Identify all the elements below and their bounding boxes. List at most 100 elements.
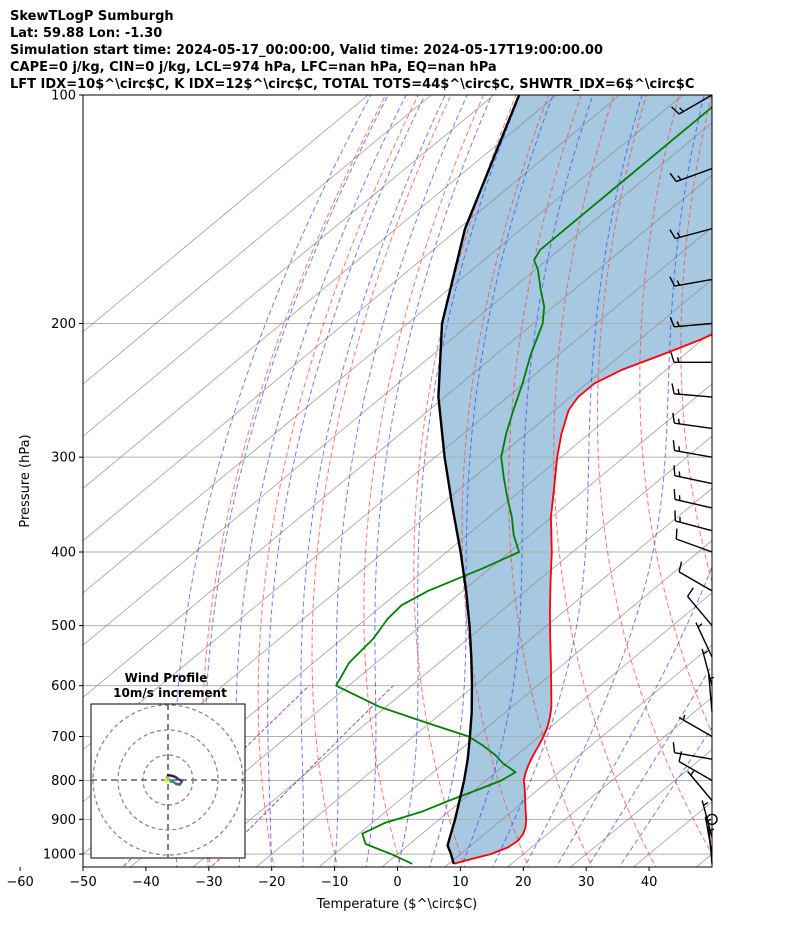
barb-staff: [674, 498, 713, 509]
wind-barb: [671, 383, 713, 398]
y-tick-label: 400: [51, 546, 76, 561]
moist-adiabat-line: [333, 95, 468, 867]
y-tick-label: 100: [51, 89, 76, 104]
barb-half-flag: [677, 418, 681, 424]
x-axis: −60 −50 −40 −30 −20 −10 0 10 20 30 40: [6, 867, 657, 890]
title-line-station: SkewTLogP Sumburgh: [10, 9, 174, 24]
dry-adiabat-line: [201, 95, 387, 867]
wind-barb: [695, 622, 713, 658]
wind-barb: [669, 167, 713, 183]
x-tick-label: 20: [515, 875, 532, 890]
wind-barb: [672, 412, 713, 430]
title-line-indices-1: CAPE=0 j/kg, CIN=0 j/kg, LCL=974 hPa, LF…: [10, 60, 497, 75]
barb-staff: [674, 474, 713, 485]
barb-half-flag: [677, 175, 682, 181]
y-tick-label: 700: [51, 730, 76, 745]
barb-staff: [678, 571, 713, 592]
barb-staff: [707, 674, 713, 713]
y-tick-label: 1000: [43, 848, 76, 863]
dry-adiabat-line: [553, 95, 657, 867]
isotherm-line: [83, 95, 558, 489]
moist-adiabat-line: [397, 95, 521, 867]
x-tick-label: −10: [321, 875, 348, 890]
barb-flag: [686, 587, 694, 597]
barb-flag: [669, 229, 676, 239]
barb-half-flag: [703, 801, 709, 806]
barb-staff: [678, 760, 713, 782]
y-tick-label: 300: [51, 451, 76, 466]
negative-area-shading: [438, 95, 712, 864]
dry-adiabat-line: [363, 95, 484, 867]
inset-title: Wind Profile: [125, 671, 208, 685]
x-tick-label: −40: [132, 875, 159, 890]
moist-adiabat-line: [267, 95, 426, 867]
moist-adiabat-line: [492, 95, 643, 867]
barb-half-flag: [705, 818, 712, 823]
wind-barb: [669, 227, 713, 240]
x-tick-label: −50: [69, 875, 96, 890]
wind-barb: [671, 94, 713, 115]
barb-staff: [707, 825, 713, 864]
x-tick-label: 0: [393, 875, 401, 890]
barb-flag: [672, 412, 676, 424]
isotherm-line: [318, 540, 712, 867]
barb-staff: [674, 449, 713, 458]
barb-half-flag: [676, 357, 680, 363]
barb-half-flag: [682, 714, 686, 721]
barb-staff: [678, 716, 713, 738]
moist-adiabat-line: [235, 95, 407, 867]
wind-barb: [669, 276, 713, 287]
barb-flag: [669, 316, 675, 328]
moist-adiabat-line: [618, 726, 712, 867]
barb-flag: [675, 528, 678, 540]
x-tick-label: −60: [6, 875, 33, 890]
y-axis: 100 200 300 400 500 600 700 800 900 1000: [43, 89, 83, 863]
isotherm-line: [83, 174, 712, 698]
barb-half-flag: [703, 650, 709, 655]
y-tick-label: 800: [51, 774, 76, 789]
moist-adiabat-line: [460, 95, 594, 867]
barb-half-flag: [676, 280, 681, 286]
barb-staff: [701, 648, 713, 686]
barb-staff: [687, 596, 713, 627]
isotherm-line: [83, 122, 712, 646]
barb-staff: [674, 278, 713, 287]
isotherm-line: [83, 95, 621, 542]
barb-staff: [674, 393, 713, 398]
x-tick-label: −30: [195, 875, 222, 890]
title-line-indices-2: LFT IDX=10$^\circ$C, K IDX=12$^\circ$C, …: [10, 77, 695, 92]
dry-adiabat-line: [413, 95, 517, 867]
wind-barb: [701, 648, 713, 686]
dry-adiabat-line: [596, 95, 712, 856]
barb-staff: [676, 167, 713, 183]
wind-barb: [670, 352, 712, 364]
moist-adiabat-line: [555, 565, 712, 867]
moist-adiabat-line: [300, 95, 446, 867]
barb-flag: [671, 383, 675, 394]
wind-barb: [678, 714, 713, 738]
barb-flag: [672, 440, 676, 451]
hodograph-segment: [164, 777, 168, 783]
x-tick-label: −20: [258, 875, 285, 890]
barb-flag: [670, 352, 675, 363]
isotherm-line: [129, 383, 712, 867]
barb-half-flag: [690, 770, 695, 776]
wind-barb: [669, 316, 713, 328]
temperature-line: [453, 333, 712, 865]
barb-half-flag: [679, 107, 684, 113]
wind-barb: [673, 465, 713, 485]
dry-adiabat-line: [257, 95, 419, 867]
barb-staff: [674, 422, 713, 430]
y-axis-label: Pressure (hPa): [18, 434, 33, 527]
wind-barbs: [669, 94, 718, 864]
x-tick-label: 30: [578, 875, 595, 890]
barb-half-flag: [678, 446, 681, 452]
y-tick-label: 600: [51, 679, 76, 694]
barb-staff: [674, 322, 713, 328]
wind-profile-inset: Wind Profile 10m/s increment: [90, 671, 246, 859]
barb-flag: [671, 106, 680, 115]
barb-half-flag: [676, 321, 680, 327]
moist-adiabat-line: [428, 95, 554, 867]
dry-adiabat-line: [461, 95, 550, 867]
y-tick-label: 900: [51, 813, 76, 828]
